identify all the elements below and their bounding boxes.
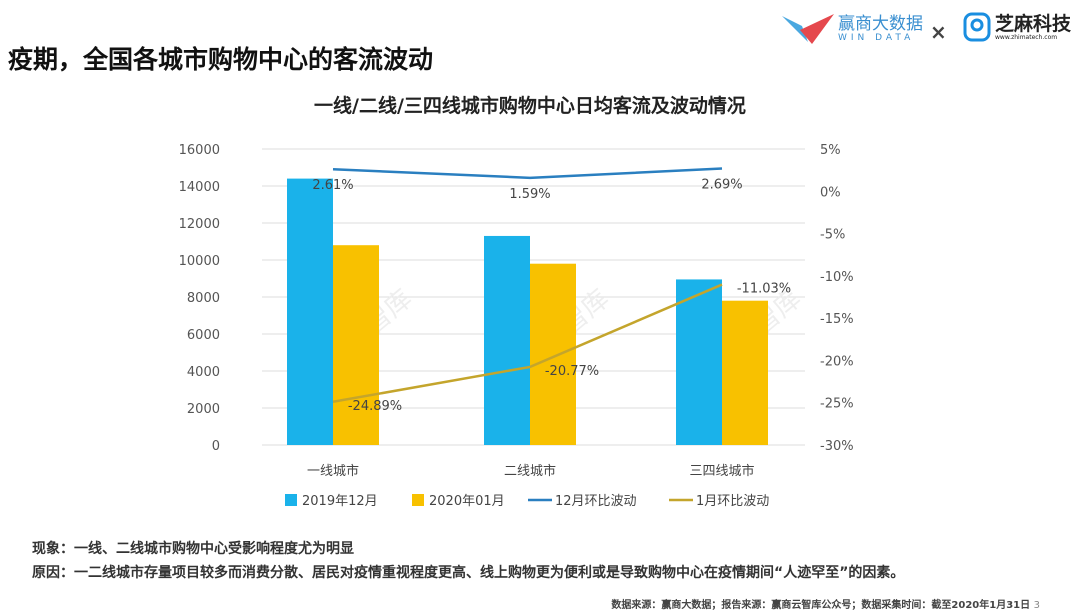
zhima-cn: 芝麻科技 <box>995 12 1072 35</box>
win-data-logo-icon <box>782 14 834 44</box>
y2-tick-label: -20% <box>820 354 854 369</box>
zhima-logo-icon <box>963 12 991 42</box>
y-tick-label: 0 <box>212 439 220 454</box>
y2-tick-label: 0% <box>820 185 841 200</box>
data-label: -11.03% <box>737 282 791 297</box>
x-tick-label: 一线城市 <box>307 463 359 479</box>
data-label: 1.59% <box>509 187 550 202</box>
x-tick-label: 三四线城市 <box>689 463 754 479</box>
bar <box>676 279 722 445</box>
y2-tick-label: -15% <box>820 312 854 327</box>
zhima-url: www.zhimatech.com <box>995 33 1058 41</box>
win-data-cn: 赢商大数据 <box>838 14 923 34</box>
y2-tick-label: -10% <box>820 270 854 285</box>
legend-label: 12月环比波动 <box>555 494 637 509</box>
legend-label: 2020年01月 <box>429 494 505 509</box>
data-label: 2.61% <box>312 178 353 193</box>
y-tick-label: 8000 <box>187 291 220 306</box>
chart: 一线/二线/三四线城市购物中心日均客流及波动情况 赢商云智库赢商云智库赢商云智库… <box>179 94 854 509</box>
bar <box>722 300 768 445</box>
chart-title: 一线/二线/三四线城市购物中心日均客流及波动情况 <box>314 94 746 117</box>
bar <box>287 178 333 445</box>
y-tick-label: 10000 <box>179 254 220 269</box>
reason-note: 原因：一二线城市存量项目较多而消费分散、居民对疫情重视程度更高、线上购物更为便利… <box>32 565 905 581</box>
legend-label: 2019年12月 <box>302 494 378 509</box>
bar <box>484 235 530 445</box>
y-tick-label: 12000 <box>179 217 220 232</box>
y-tick-label: 14000 <box>179 180 220 195</box>
y2-tick-label: 5% <box>820 143 841 158</box>
legend-swatch <box>285 494 297 506</box>
y-tick-label: 2000 <box>187 402 220 417</box>
bar <box>333 245 379 445</box>
legend-swatch <box>412 494 424 506</box>
y2-tick-label: -5% <box>820 228 845 243</box>
page-number: 3 <box>1033 600 1040 611</box>
data-label: -20.77% <box>545 364 599 379</box>
y2-tick-label: -30% <box>820 439 854 454</box>
series-line <box>332 167 723 180</box>
y-tick-label: 6000 <box>187 328 220 343</box>
x-tick-label: 二线城市 <box>504 463 556 479</box>
bar <box>530 263 576 445</box>
data-label: 2.69% <box>701 178 742 193</box>
y-tick-label: 16000 <box>179 143 220 158</box>
win-data-logo: 赢商大数据 WIN DATA <box>782 12 923 46</box>
times-icon: × <box>930 20 947 44</box>
zhima-logo: 芝麻科技 www.zhimatech.com <box>963 12 1071 42</box>
data-label: -24.89% <box>348 399 402 414</box>
series-line <box>332 283 723 404</box>
legend-label: 1月环比波动 <box>696 494 769 509</box>
source-footer: 数据来源：赢商大数据；报告来源：赢商云智库公众号；数据采集时间：截至2020年1… <box>611 600 1031 611</box>
y2-tick-label: -25% <box>820 397 854 412</box>
win-data-en: WIN DATA <box>838 33 915 43</box>
page-title: 疫期，全国各城市购物中心的客流波动 <box>8 45 434 74</box>
phenomenon-note: 现象：一线、二线城市购物中心受影响程度尤为明显 <box>32 541 354 557</box>
y-tick-label: 4000 <box>187 365 220 380</box>
